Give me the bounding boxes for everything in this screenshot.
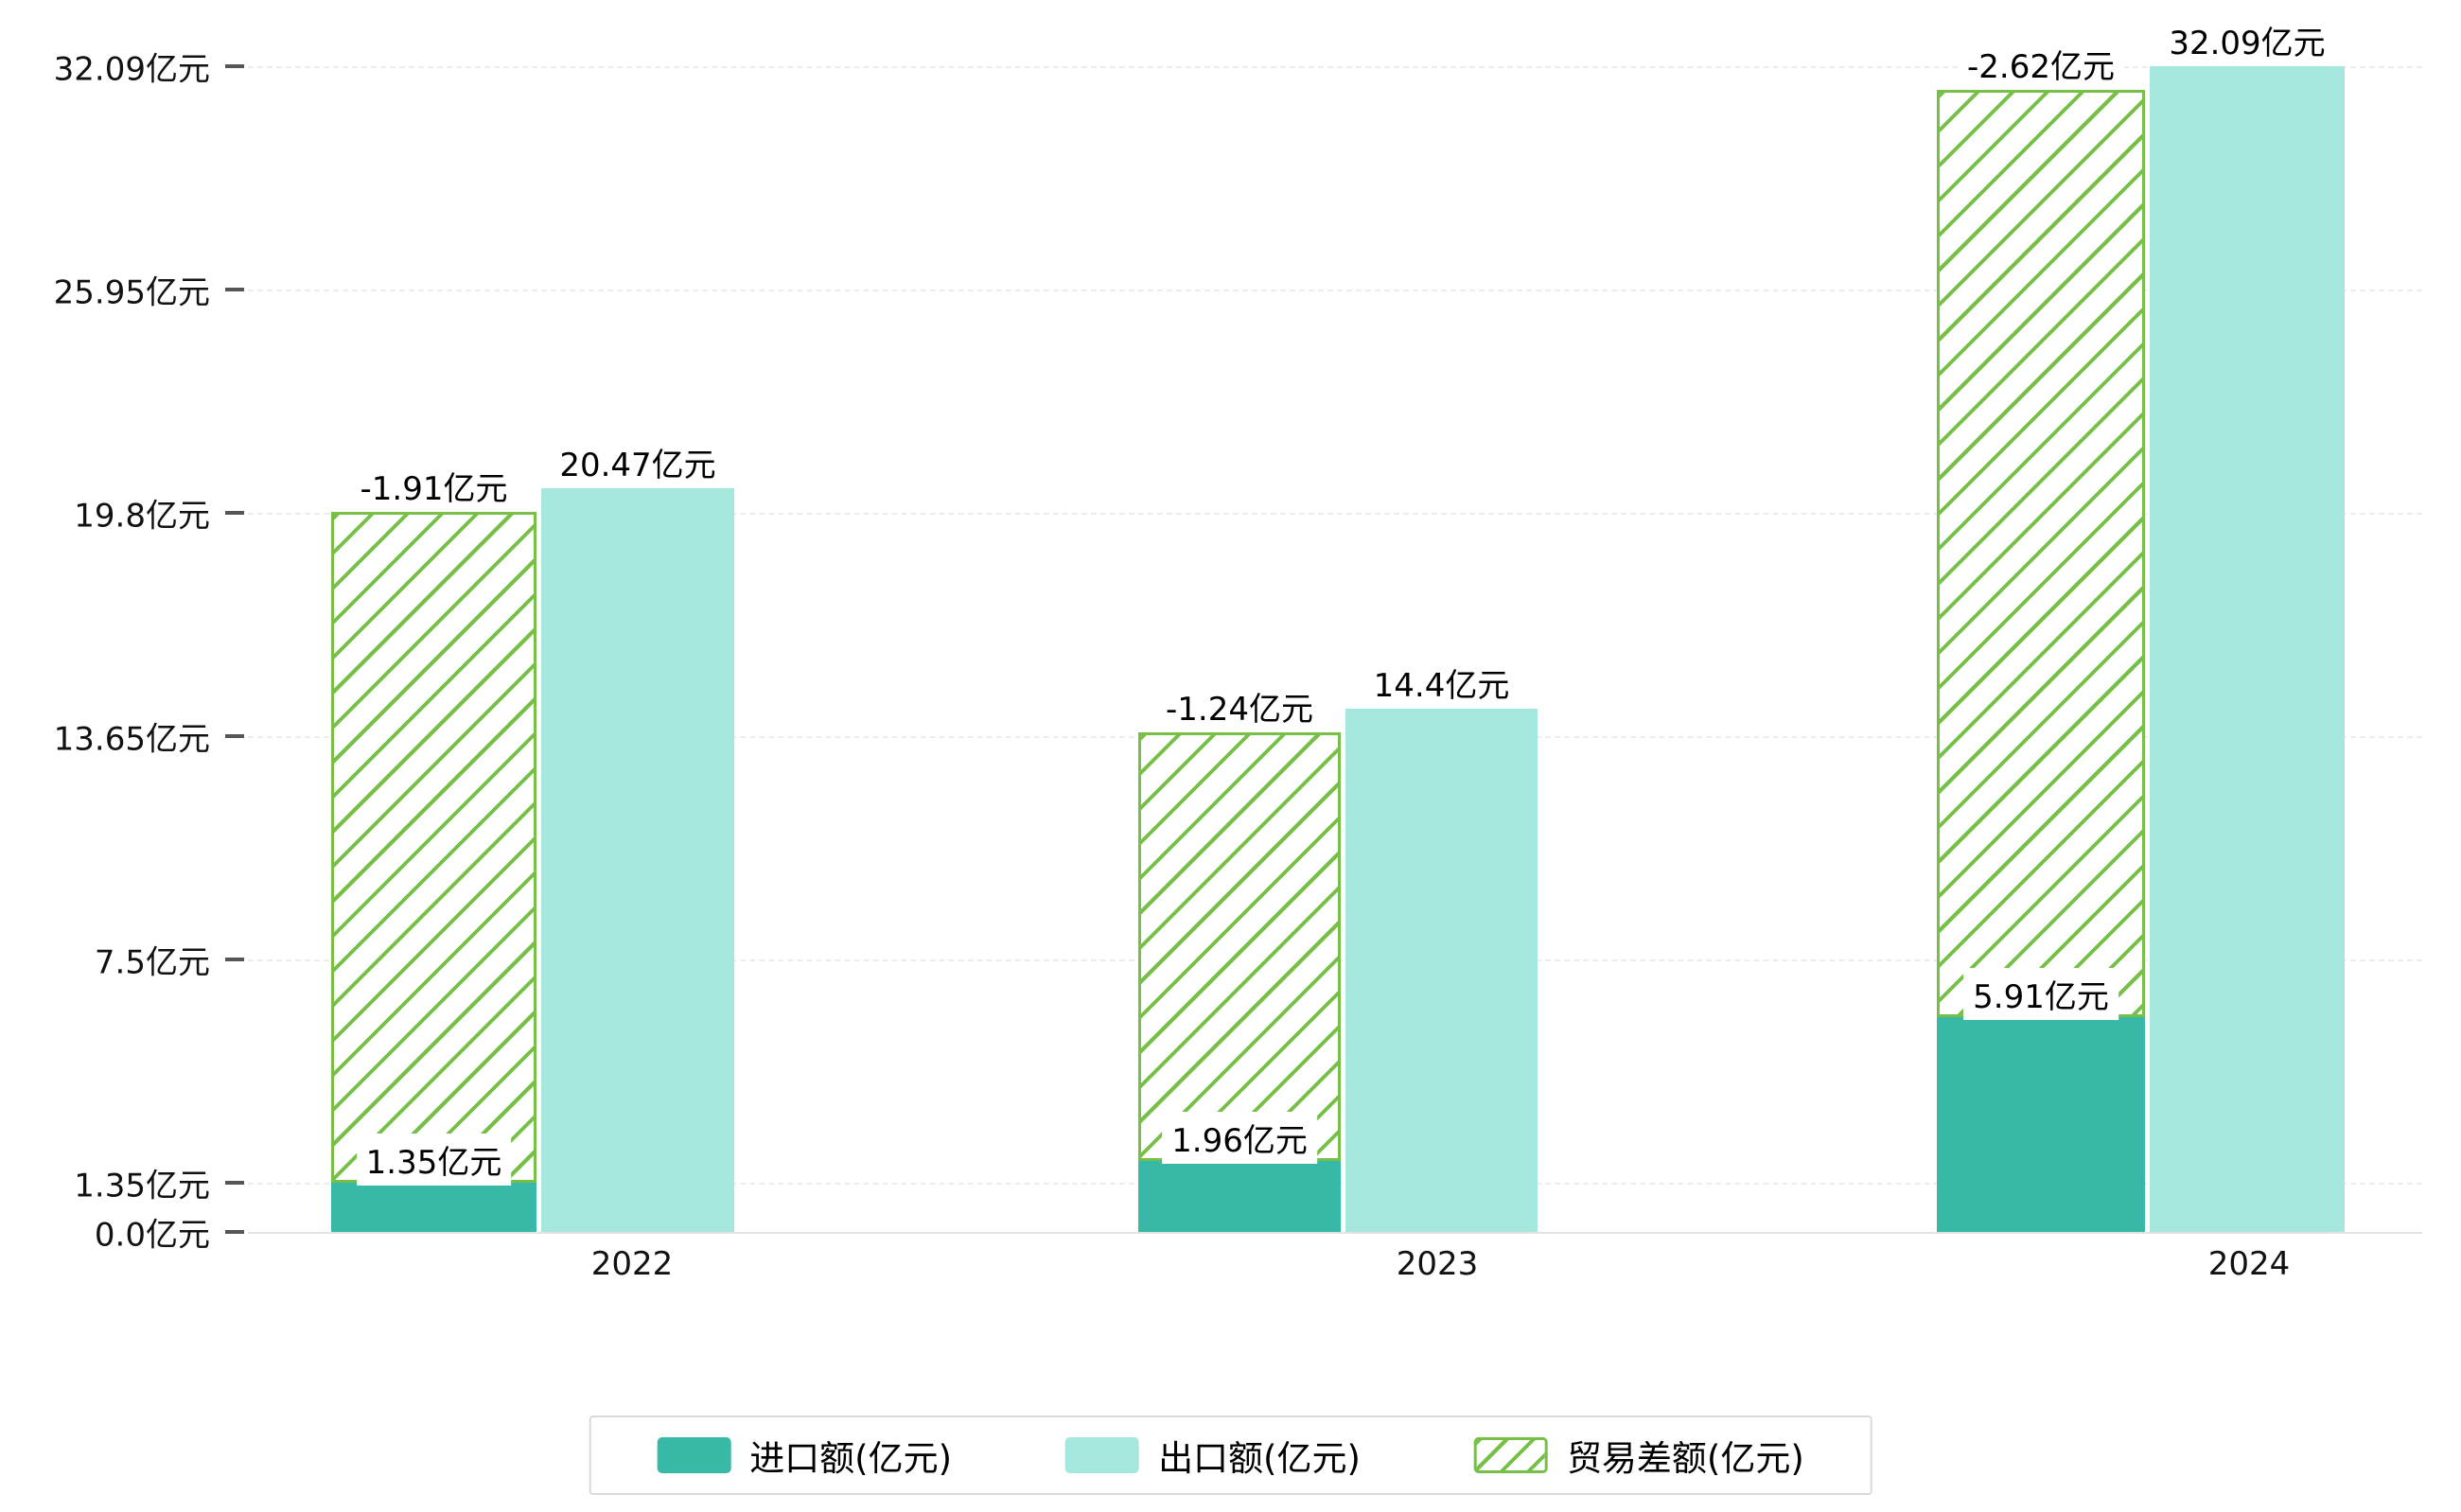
x-tick-label-year: 2023 <box>1396 1245 1479 1283</box>
export-bar[interactable] <box>2150 66 2345 1232</box>
legend-item-label: 出口额(亿元) <box>1158 1438 1361 1479</box>
y-tick-mark <box>225 1181 244 1186</box>
gridline <box>248 66 2422 68</box>
trade-balance-value-label: -1.24亿元 <box>1156 680 1323 733</box>
import-bar[interactable] <box>1138 1160 1341 1232</box>
y-tick-mark <box>225 958 244 962</box>
x-tick-label-year: 2022 <box>590 1245 674 1283</box>
trade-balance-hatched-bar[interactable] <box>1937 90 2145 1018</box>
import-swatch-icon <box>657 1437 731 1473</box>
y-tick-mark <box>225 287 244 291</box>
export-bar[interactable] <box>541 488 734 1232</box>
x-axis-baseline <box>248 1232 2422 1234</box>
y-tick-label: 32.09亿元 <box>53 50 210 89</box>
legend-item-label: 进口额(亿元) <box>749 1438 953 1479</box>
import-value-label: 5.91亿元 <box>1963 968 2118 1021</box>
legend-item-label: 贸易差额(亿元) <box>1566 1438 1804 1479</box>
export-value-label: 14.4亿元 <box>1363 657 1520 710</box>
balance-swatch-icon <box>1473 1437 1548 1473</box>
export-value-label: 32.09亿元 <box>2159 14 2335 66</box>
legend-item-export[interactable]: 出口额(亿元) <box>1065 1430 1361 1481</box>
gridline <box>248 512 2422 515</box>
legend: 进口额(亿元) 出口额(亿元) 贸易差额(亿元) <box>589 1415 1872 1495</box>
y-tick-label: 13.65亿元 <box>53 720 210 759</box>
import-value-label: 1.35亿元 <box>356 1134 512 1187</box>
y-tick-label: 1.35亿元 <box>74 1167 210 1205</box>
import-bar[interactable] <box>1937 1017 2145 1232</box>
y-tick-mark <box>225 510 244 515</box>
export-bar[interactable] <box>1345 709 1538 1232</box>
legend-item-balance[interactable]: 贸易差额(亿元) <box>1473 1430 1804 1481</box>
y-tick-label: 25.95亿元 <box>53 273 210 312</box>
y-tick-label: 7.5亿元 <box>94 943 210 982</box>
y-tick-label: 0.0亿元 <box>94 1216 210 1255</box>
import-bar[interactable] <box>331 1183 536 1232</box>
y-tick-mark <box>225 1230 244 1234</box>
y-tick-mark <box>225 733 244 738</box>
export-swatch-icon <box>1065 1437 1140 1473</box>
export-value-label: 20.47亿元 <box>550 436 726 489</box>
y-tick-mark <box>225 64 244 68</box>
gridline <box>248 289 2422 291</box>
x-tick-label-year: 2024 <box>2207 1245 2291 1283</box>
trade-balance-hatched-bar[interactable] <box>331 512 536 1184</box>
trade-balance-value-label: -2.62亿元 <box>1958 38 2124 90</box>
y-tick-label: 19.8亿元 <box>74 497 210 536</box>
trade-balance-hatched-bar[interactable] <box>1138 732 1341 1161</box>
trade-balance-value-label: -1.91亿元 <box>350 460 518 513</box>
import-value-label: 1.96亿元 <box>1162 1111 1317 1164</box>
legend-item-import[interactable]: 进口额(亿元) <box>657 1430 952 1481</box>
